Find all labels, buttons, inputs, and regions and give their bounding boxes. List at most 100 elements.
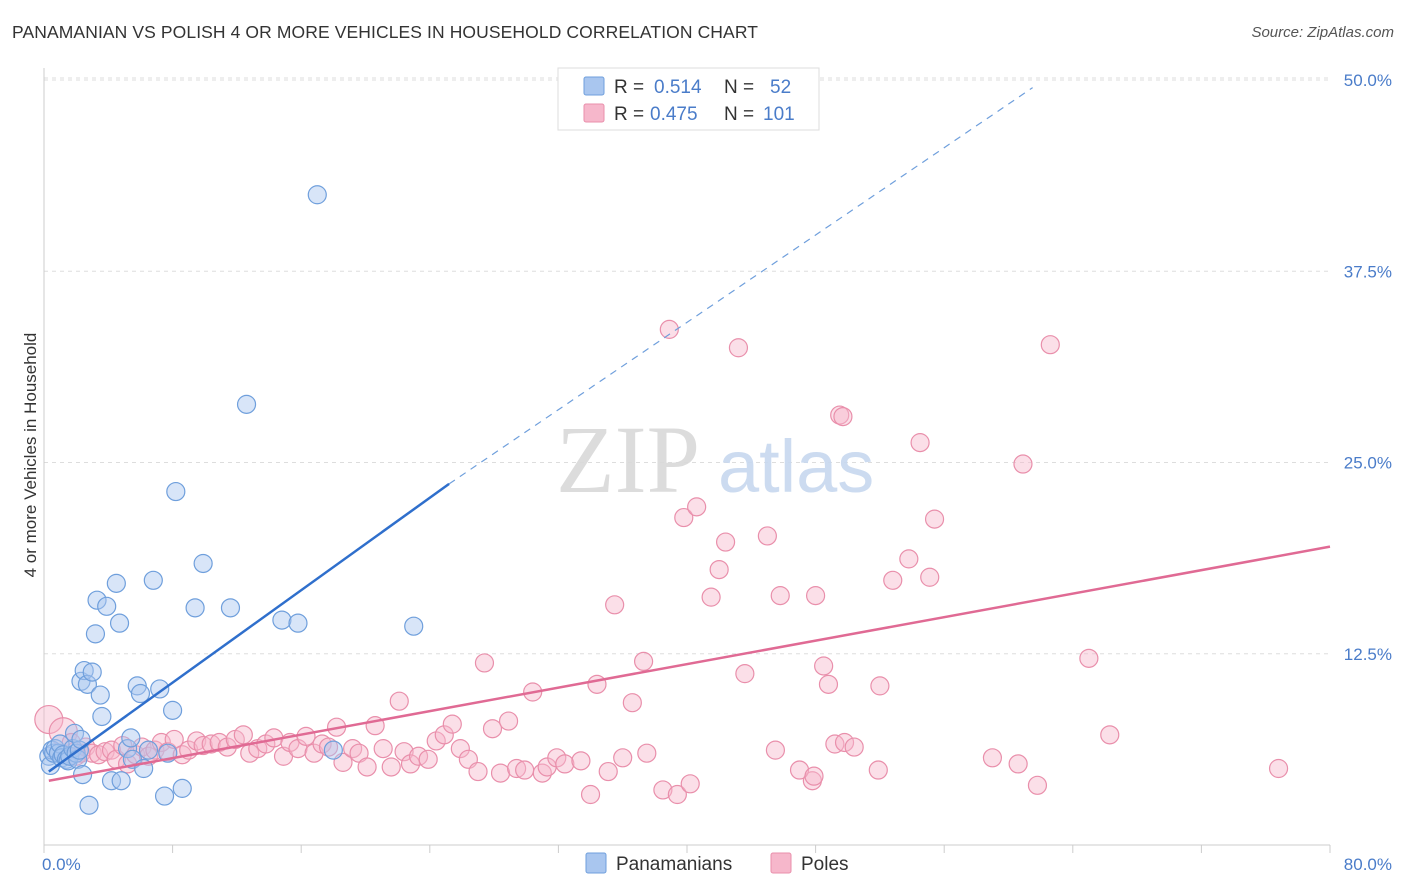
- watermark-atlas: atlas: [718, 425, 874, 508]
- panamanians-point-52: [288, 613, 308, 633]
- panamanians-point-21: [77, 674, 98, 694]
- poles-point-99: [804, 766, 824, 786]
- poles-point-114: [1027, 775, 1048, 795]
- poles-point-82: [680, 774, 700, 794]
- legend-n-label-2: N =: [724, 104, 754, 125]
- panamanians-trend-extension: [448, 87, 1033, 485]
- poles-point-113: [1013, 454, 1033, 474]
- poles-point-90: [757, 526, 777, 546]
- panamanians-point-35: [121, 728, 141, 748]
- grid-layer: [44, 77, 1330, 655]
- poles-point-9: [101, 740, 122, 760]
- poles-points: [34, 319, 1289, 805]
- legend-swatch-blue: [583, 76, 605, 96]
- trend-lines: [48, 87, 1331, 782]
- legend-n-value-1: 52: [770, 77, 791, 98]
- poles-point-52: [418, 749, 438, 769]
- poles-point-95: [814, 656, 834, 676]
- poles-point-85: [701, 587, 721, 607]
- panamanians-point-30: [106, 573, 126, 593]
- panamanians-point-24: [85, 624, 106, 644]
- panamanians-point-54: [323, 740, 343, 760]
- poles-point-49: [394, 742, 414, 762]
- poles-point-94: [805, 586, 826, 606]
- poles-point-62: [498, 711, 519, 731]
- poles-point-118: [1268, 758, 1289, 779]
- panamanians-point-17: [71, 729, 91, 750]
- y-tick-label-2: 37.5%: [1344, 262, 1392, 281]
- y-tick-label-0: 12.5%: [1344, 645, 1392, 664]
- poles-point-28: [233, 725, 253, 745]
- panamanians-point-29: [101, 771, 122, 791]
- watermark: ZIP atlas: [556, 406, 874, 513]
- poles-point-84: [687, 497, 707, 517]
- poles-point-96: [818, 674, 839, 694]
- poles-point-78: [637, 743, 657, 763]
- legend-n-value-2: 101: [763, 104, 795, 125]
- poles-point-80: [659, 319, 679, 339]
- poles-point-56: [450, 739, 470, 759]
- poles-point-58: [468, 761, 488, 782]
- panamanians-point-26: [90, 685, 110, 705]
- poles-point-92: [770, 586, 790, 606]
- series-label-panamanians: Panamanians: [616, 854, 732, 875]
- panamanians-point-25: [87, 590, 107, 610]
- poles-point-70: [571, 751, 591, 771]
- poles-point-97: [830, 405, 850, 425]
- poles-point-110: [924, 509, 945, 529]
- y-tick-label-3: 50.0%: [1344, 71, 1392, 90]
- poles-point-36: [296, 726, 316, 746]
- panamanians-point-53: [307, 185, 327, 205]
- y-tick-label-1: 25.0%: [1344, 454, 1392, 473]
- panamanians-point-55: [404, 616, 424, 636]
- poles-point-8: [95, 742, 115, 762]
- poles-point-24: [201, 734, 221, 754]
- poles-point-75: [613, 748, 633, 768]
- legend-swatch-pink: [583, 103, 605, 123]
- poles-point-74: [605, 595, 625, 615]
- y-axis-title: 4 or more Vehicles in Household: [21, 333, 40, 578]
- legend-r-label-2: R =: [614, 104, 644, 125]
- poles-point-47: [381, 757, 401, 777]
- panamanians-point-47: [185, 598, 205, 618]
- poles-point-105: [870, 676, 890, 696]
- watermark-zip: ZIP: [556, 406, 700, 513]
- panamanians-point-45: [166, 481, 186, 502]
- poles-point-46: [373, 739, 393, 759]
- poles-point-102: [834, 732, 855, 753]
- chart-title: PANAMANIAN VS POLISH 4 OR MORE VEHICLES …: [12, 22, 759, 42]
- poles-point-111: [982, 748, 1003, 768]
- poles-point-71: [580, 784, 601, 805]
- panamanians-point-28: [97, 596, 117, 616]
- poles-point-63: [507, 758, 527, 779]
- panamanians-points: [39, 185, 424, 815]
- panamanians-point-46: [172, 778, 192, 798]
- panamanians-point-32: [111, 771, 131, 791]
- poles-point-98: [789, 760, 810, 780]
- poles-point-112: [1008, 754, 1028, 774]
- series-legend: Panamanians Poles: [585, 852, 849, 875]
- series-swatch-poles: [770, 852, 792, 874]
- panamanians-point-37: [130, 683, 151, 704]
- poles-point-44: [357, 757, 377, 777]
- poles-point-60: [482, 719, 503, 739]
- panamanians-point-31: [109, 613, 130, 633]
- axis-layer: [43, 68, 1331, 853]
- panamanians-point-49: [220, 598, 241, 618]
- legend-n-label-1: N =: [724, 77, 754, 98]
- poles-point-107: [899, 549, 919, 569]
- poles-point-79: [653, 780, 673, 800]
- poles-point-88: [728, 338, 749, 358]
- panamanians-point-33: [117, 739, 138, 759]
- poles-point-115: [1040, 335, 1060, 355]
- panamanians-point-42: [154, 786, 175, 806]
- poles-point-100: [825, 734, 845, 754]
- poles-point-59: [474, 653, 495, 673]
- poles-point-50: [400, 754, 421, 774]
- poles-point-64: [515, 760, 535, 780]
- poles-point-48: [389, 691, 409, 711]
- legend-r-value-2: 0.475: [650, 104, 698, 125]
- poles-point-69: [555, 754, 575, 774]
- poles-point-77: [633, 651, 654, 672]
